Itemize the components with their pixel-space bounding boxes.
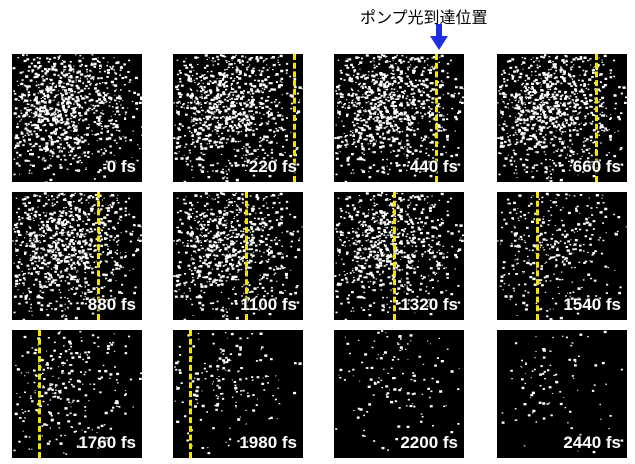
speckle-pattern	[335, 330, 460, 451]
delay-time-label: 1980 fs	[239, 433, 297, 452]
delay-time-label: 220 fs	[248, 157, 297, 176]
delay-time-label: 1320 fs	[400, 295, 458, 314]
diffraction-panel: 2200 fs	[334, 330, 464, 458]
delay-time-label: 880 fs	[87, 295, 136, 314]
pump-arrival-marker	[96, 192, 100, 320]
diffraction-panel: 1760 fs	[12, 330, 142, 458]
delay-time-label: 660 fs	[572, 157, 621, 176]
diffraction-panel: 2440 fs	[497, 330, 627, 458]
pump-arrival-marker	[536, 192, 539, 320]
pump-arrival-marker	[392, 192, 396, 320]
diffraction-panel: 220 fs	[173, 54, 303, 182]
speckle-pattern	[13, 330, 142, 455]
speckle-pattern	[334, 192, 464, 320]
speckle-pattern	[173, 54, 303, 182]
delay-time-label: 0 fs	[106, 157, 136, 176]
delay-time-label: 440 fs	[409, 157, 458, 176]
pump-arrival-marker	[38, 330, 41, 458]
delay-time-label: 2440 fs	[563, 433, 621, 452]
speckle-pattern	[497, 54, 627, 182]
pump-arrival-marker	[292, 54, 296, 182]
diffraction-panel: 1540 fs	[497, 192, 627, 320]
speckle-pattern	[173, 192, 303, 320]
pump-arrival-annotation: ポンプ光到達位置	[360, 8, 488, 27]
diffraction-panel: 880 fs	[12, 192, 142, 320]
diffraction-panel: 0 fs	[12, 54, 142, 182]
delay-time-label: 1540 fs	[563, 295, 621, 314]
diffraction-panel: 1100 fs	[173, 192, 303, 320]
diffraction-panel: 1980 fs	[173, 330, 303, 458]
pump-arrival-marker	[244, 192, 248, 320]
diffraction-panel: 440 fs	[334, 54, 464, 182]
delay-time-label: 1100 fs	[240, 295, 297, 314]
diffraction-panel: 660 fs	[497, 54, 627, 182]
pump-arrival-marker	[594, 54, 598, 182]
speckle-pattern	[12, 192, 142, 320]
down-arrow-icon	[430, 24, 448, 50]
delay-time-label: 2200 fs	[400, 433, 458, 452]
delay-time-label: 1760 fs	[78, 433, 136, 452]
diffraction-panel: 1320 fs	[334, 192, 464, 320]
pump-arrival-marker	[188, 330, 192, 458]
speckle-pattern	[497, 192, 627, 320]
speckle-pattern	[334, 54, 464, 182]
pump-arrival-marker	[435, 54, 439, 182]
